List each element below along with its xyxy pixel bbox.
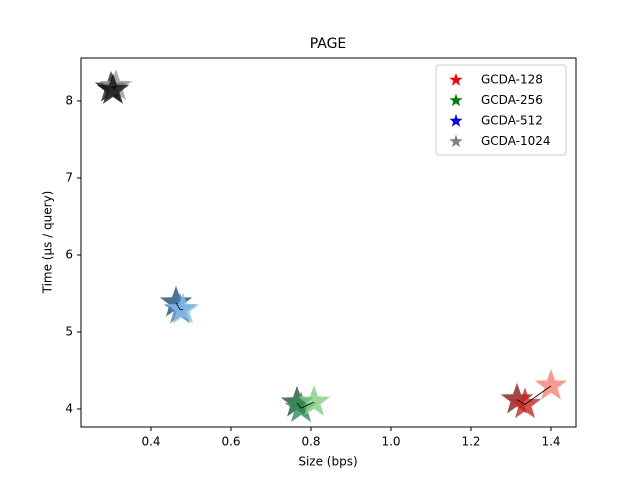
y-tick-label: 6: [65, 247, 73, 261]
legend-label: GCDA-128: [481, 73, 543, 87]
legend-marker: [449, 93, 463, 107]
legend-marker: [449, 114, 463, 127]
y-tick-label: 8: [65, 93, 73, 107]
star-marker: [280, 385, 314, 417]
connector-line: [110, 85, 118, 91]
y-axis-label: Time (µs / query): [41, 191, 55, 295]
legend-label: GCDA-256: [481, 93, 543, 107]
y-tick-label: 5: [65, 324, 73, 338]
x-tick-label: 0.6: [221, 435, 240, 449]
star-marker: [297, 385, 331, 416]
legend-marker: [449, 134, 463, 148]
star-marker: [96, 73, 130, 104]
star-marker: [500, 382, 534, 414]
x-axis-label: Size (bps): [298, 455, 357, 469]
x-tick-label: 0.8: [301, 435, 320, 449]
legend-marker: [449, 73, 463, 86]
connector-line: [175, 302, 183, 311]
legend-label: GCDA-512: [481, 114, 543, 128]
chart-title: PAGE: [310, 36, 347, 52]
y-tick-label: 7: [65, 170, 73, 184]
x-tick-label: 1.0: [381, 435, 400, 449]
x-tick-label: 1.2: [461, 435, 480, 449]
star-marker: [534, 368, 568, 400]
star-marker: [284, 391, 318, 422]
star-marker: [166, 292, 200, 324]
legend-label: GCDA-1024: [481, 134, 551, 148]
star-marker: [159, 285, 193, 317]
legend: GCDA-128 GCDA-256 GCDA-512 GCDA-1024: [435, 64, 567, 156]
y-tick-label: 4: [65, 401, 73, 415]
star-marker: [508, 387, 542, 419]
connector-line: [296, 401, 315, 409]
x-tick-label: 0.4: [141, 435, 160, 449]
legend-box: [435, 64, 567, 156]
plot-frame: [80, 57, 577, 428]
x-tick-label: 1.4: [541, 435, 560, 449]
connector-line: [516, 385, 552, 405]
